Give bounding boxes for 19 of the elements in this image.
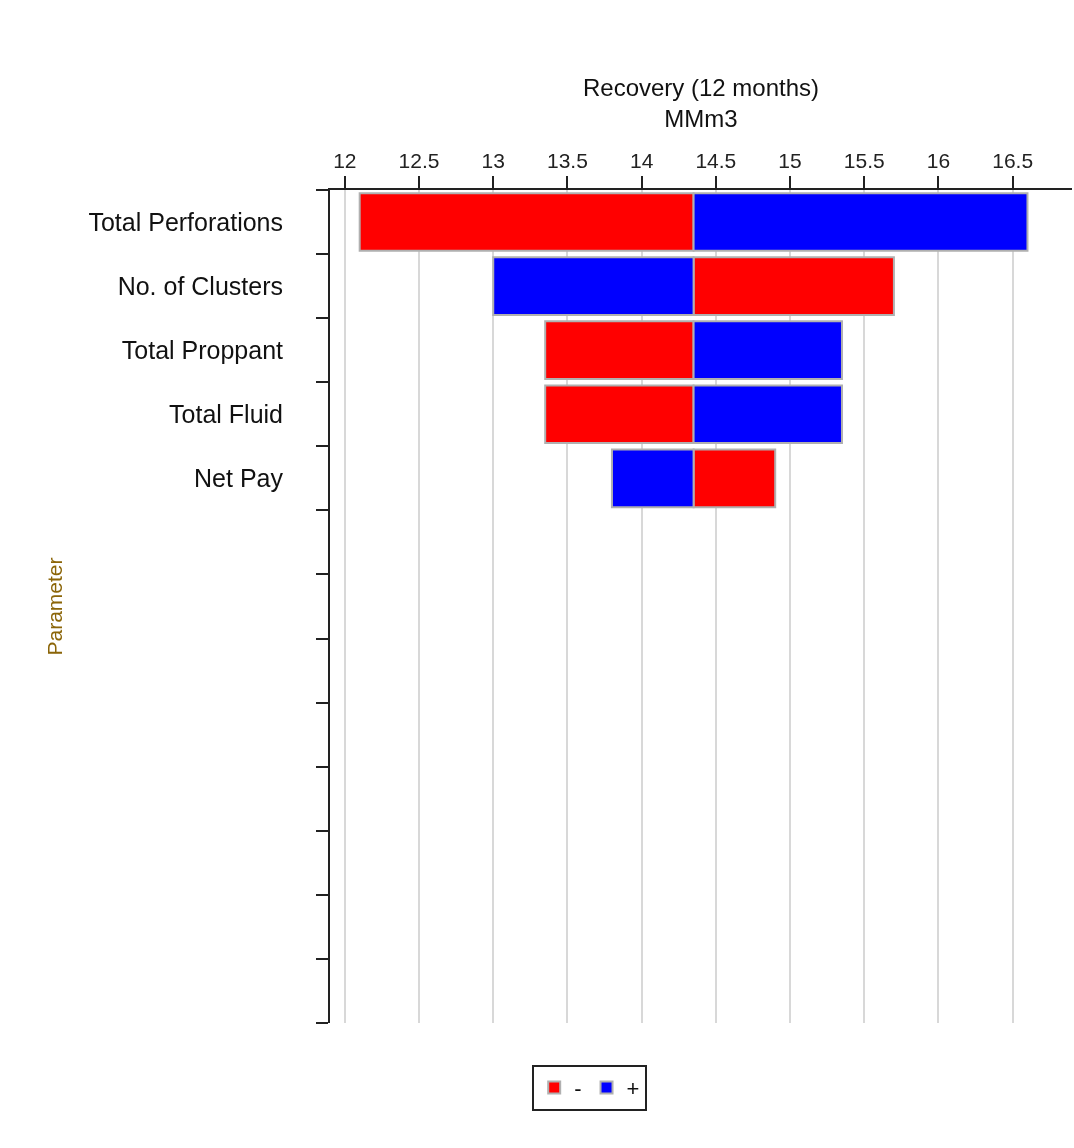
y-tick-label: Total Perforations <box>88 207 283 236</box>
x-axis-title: Recovery (12 months) MMm3 <box>582 74 820 133</box>
x-tick-label: 12 <box>333 148 357 172</box>
x-tick-label: 16.5 <box>992 148 1034 172</box>
x-tick-label: 16 <box>926 148 951 172</box>
x-tick-label: 13 <box>481 148 505 172</box>
x-tick-label: 12.5 <box>398 148 440 172</box>
legend-label: - <box>574 1076 582 1102</box>
x-tick-label: 14 <box>629 148 654 172</box>
y-axis-title: Parameter <box>43 557 67 656</box>
x-tick-label: 15.5 <box>843 148 885 172</box>
x-tick-label: 15 <box>778 148 802 172</box>
x-tick-label: 14.5 <box>695 148 737 172</box>
legend-label: + <box>626 1076 640 1102</box>
y-tick-label: Total Fluid <box>169 400 283 429</box>
x-tick-label: 13.5 <box>547 148 588 172</box>
y-tick-label: Net Pay <box>194 464 284 493</box>
y-tick-label: No. of Clusters <box>117 271 283 300</box>
y-tick-label: Total Proppant <box>121 335 284 364</box>
